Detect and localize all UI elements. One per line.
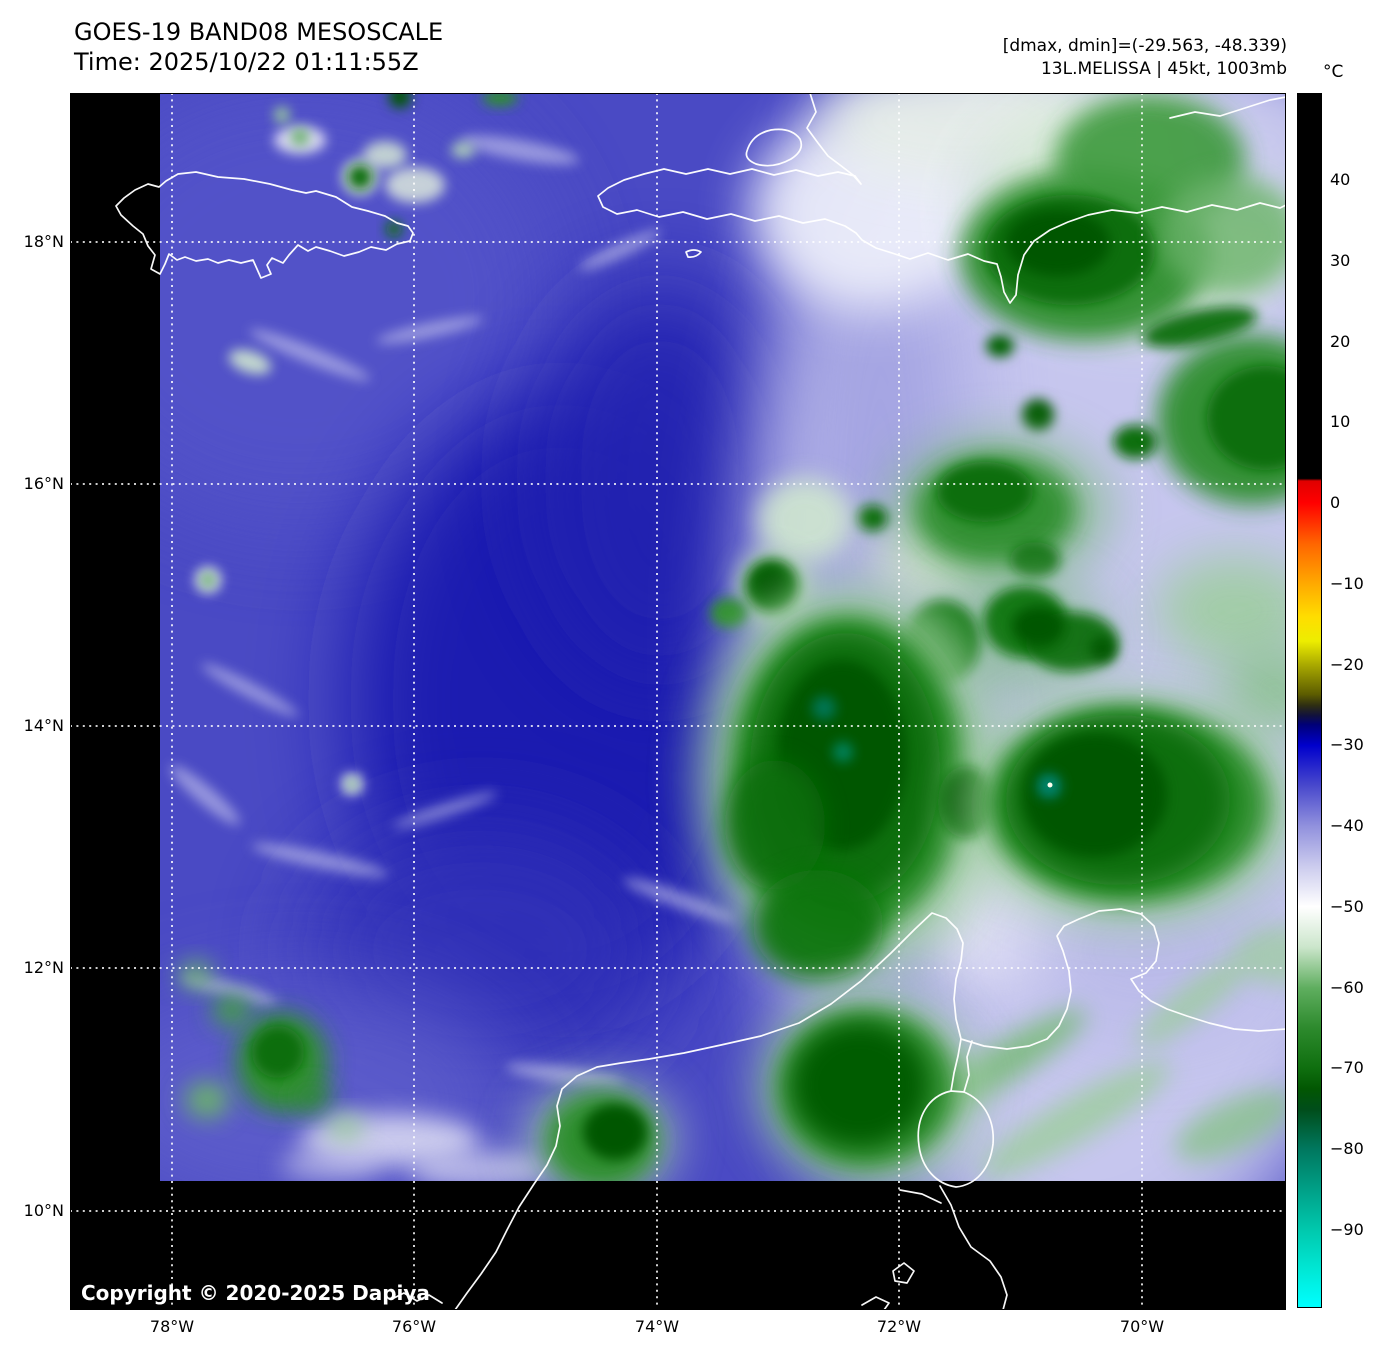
- lon-tick-label: 76°W: [391, 1317, 437, 1336]
- colorbar-tick-label: −90: [1330, 1220, 1364, 1239]
- colorbar-tick-label: 0: [1330, 493, 1341, 512]
- colorbar-tick-label: −40: [1330, 816, 1364, 835]
- lat-tick-label: 10°N: [23, 1201, 64, 1220]
- coast-cartagena: [391, 1292, 443, 1304]
- colorbar-tick-label: −60: [1330, 978, 1364, 997]
- copyright-watermark: Copyright © 2020-2025 Dapiya: [81, 1281, 430, 1305]
- coast-lake-maracaibo: [917, 1090, 995, 1188]
- colorbar-tick-label: 10: [1330, 412, 1351, 431]
- coast-south-america: [454, 908, 1286, 1310]
- coast-maracaibo-strait-east: [963, 1040, 973, 1093]
- cold-cloud-northeast: [960, 95, 1286, 348]
- timestamp: Time: 2025/10/22 01:11:55Z: [74, 48, 419, 76]
- colorbar-unit: °C: [1323, 62, 1344, 82]
- coast-jamaica: [115, 171, 414, 279]
- satellite-image: [70, 93, 1286, 1310]
- lon-tick-label: 74°W: [634, 1317, 680, 1336]
- plot-frame: [70, 93, 1286, 1310]
- colorbar-tick-label: 40: [1330, 170, 1351, 189]
- temperature-colorbar: [1297, 93, 1322, 1308]
- colorbar-tick-label: −10: [1330, 574, 1364, 593]
- colorbar-tick-label: −50: [1330, 897, 1364, 916]
- colorbar-tick-label: −70: [1330, 1058, 1364, 1077]
- coast-islets: [892, 1262, 915, 1284]
- lat-tick-label: 12°N: [23, 958, 64, 977]
- colorbar-tick-label: 30: [1330, 251, 1351, 270]
- dmax-dmin-readout: [dmax, dmin]=(-29.563, -48.339): [1002, 36, 1287, 56]
- storm-cell-west: [700, 585, 1000, 980]
- water-vapor-field: [160, 93, 1286, 1181]
- graticule: [70, 93, 1286, 1310]
- coast-gonave: [745, 128, 803, 167]
- lon-tick-label: 72°W: [876, 1317, 922, 1336]
- lat-tick-label: 14°N: [23, 716, 64, 735]
- coast-hispaniola-north: [1169, 96, 1286, 119]
- lat-tick-label: 16°N: [23, 474, 64, 493]
- coast-branch: [899, 1189, 942, 1204]
- coast-hispaniola: [597, 93, 1286, 304]
- coastlines: [115, 93, 1286, 1310]
- colorbar-tick-label: −80: [1330, 1139, 1364, 1158]
- lon-tick-label: 78°W: [149, 1317, 195, 1336]
- coast-maracaibo-strait: [950, 1038, 962, 1092]
- storm-status: 13L.MELISSA | 45kt, 1003mb: [1040, 58, 1287, 79]
- lat-tick-label: 18°N: [23, 232, 64, 251]
- annotation-block: [dmax, dmin]=(-29.563, -48.339) 13L.MELI…: [1003, 35, 1287, 80]
- storm-eye: [1047, 782, 1053, 788]
- colorbar-tick-label: −30: [1330, 735, 1364, 754]
- satellite-map: [70, 93, 1286, 1310]
- satellite-title: GOES-19 BAND08 MESOSCALE: [74, 18, 444, 46]
- lon-tick-label: 70°W: [1119, 1317, 1165, 1336]
- coast-ile-a-vache: [685, 249, 702, 258]
- colorbar-tick-label: −20: [1330, 655, 1364, 674]
- coast-colombia-south: [939, 1185, 1008, 1310]
- page-title: GOES-19 BAND08 MESOSCALE Time: 2025/10/2…: [74, 17, 443, 77]
- colorbar-tick-label: 20: [1330, 332, 1351, 351]
- hurricane-melissa-core: [965, 693, 1286, 923]
- coast-islets-2: [861, 1296, 890, 1310]
